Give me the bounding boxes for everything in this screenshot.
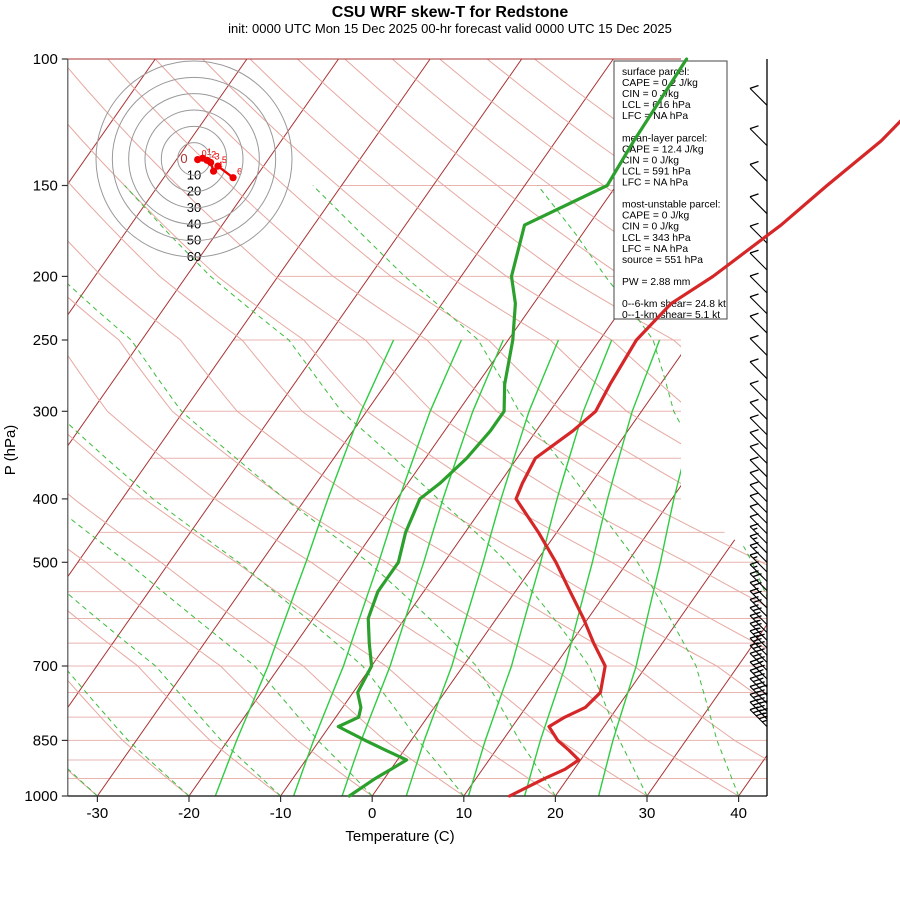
svg-text:Temperature (C): Temperature (C): [345, 828, 454, 845]
svg-text:CAPE = 12.4 J/kg: CAPE = 12.4 J/kg: [622, 144, 704, 155]
svg-text:LCL = 343 hPa: LCL = 343 hPa: [622, 233, 691, 244]
svg-text:CIN = 0 J/kg: CIN = 0 J/kg: [622, 89, 679, 100]
svg-text:0--1-km shear= 5.1 kt: 0--1-km shear= 5.1 kt: [622, 310, 720, 321]
svg-text:P (hPa): P (hPa): [2, 425, 19, 476]
svg-text:1000: 1000: [24, 788, 57, 805]
svg-text:LFC = NA hPa: LFC = NA hPa: [622, 111, 688, 122]
svg-text:400: 400: [33, 491, 58, 508]
svg-text:CIN = 0 J/kg: CIN = 0 J/kg: [622, 155, 679, 166]
svg-text:CIN = 0 J/kg: CIN = 0 J/kg: [622, 222, 679, 233]
svg-text:most-unstable parcel:: most-unstable parcel:: [622, 200, 720, 211]
svg-text:100: 100: [33, 51, 58, 68]
svg-text:500: 500: [33, 554, 58, 571]
svg-text:10: 10: [455, 805, 472, 822]
svg-text:850: 850: [33, 732, 58, 749]
svg-text:CAPE = 0.2 J/kg: CAPE = 0.2 J/kg: [622, 78, 698, 89]
svg-text:250: 250: [33, 332, 58, 349]
svg-text:700: 700: [33, 658, 58, 675]
svg-text:init: 0000 UTC Mon 15 Dec 2025: init: 0000 UTC Mon 15 Dec 2025 00-hr for…: [228, 21, 672, 36]
svg-text:-10: -10: [270, 805, 292, 822]
svg-text:LCL = 591 hPa: LCL = 591 hPa: [622, 166, 691, 177]
svg-text:20: 20: [547, 805, 564, 822]
svg-text:40: 40: [730, 805, 747, 822]
svg-text:150: 150: [33, 178, 58, 195]
svg-text:30: 30: [639, 805, 656, 822]
svg-text:LFC = NA hPa: LFC = NA hPa: [622, 178, 688, 189]
svg-text:PW = 2.88 mm: PW = 2.88 mm: [622, 277, 690, 288]
svg-text:-30: -30: [87, 805, 109, 822]
svg-text:300: 300: [33, 403, 58, 420]
svg-text:200: 200: [33, 268, 58, 285]
svg-text:LFC = NA hPa: LFC = NA hPa: [622, 244, 688, 255]
svg-text:-20: -20: [178, 805, 200, 822]
svg-text:CAPE = 0 J/kg: CAPE = 0 J/kg: [622, 211, 690, 222]
svg-text:0: 0: [180, 151, 187, 166]
svg-text:CSU WRF skew-T for Redstone: CSU WRF skew-T for Redstone: [332, 4, 569, 21]
svg-text:0: 0: [368, 805, 376, 822]
svg-text:source = 551 hPa: source = 551 hPa: [622, 255, 703, 266]
